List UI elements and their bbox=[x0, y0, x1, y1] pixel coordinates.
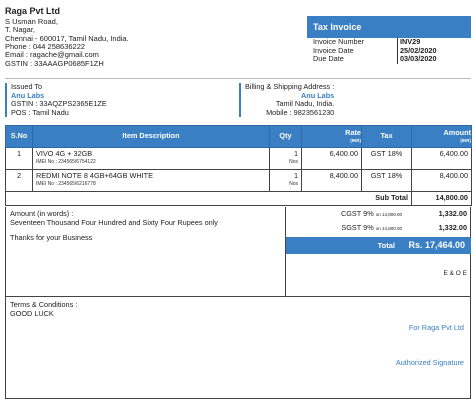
row-imei: IMEI No : 234565/6754122 bbox=[36, 158, 96, 165]
header-rate-label: Rate bbox=[345, 128, 361, 138]
billing-name: Anu Labs bbox=[301, 90, 335, 100]
total-label: Total bbox=[377, 241, 395, 250]
footer-section: Terms & Conditions : GOOD LUCK For Raga … bbox=[5, 297, 471, 399]
row-qty-value: 1 bbox=[293, 171, 298, 180]
issued-to-pos: POS : Tamil Nadu bbox=[11, 107, 69, 117]
row-tax: GST 18% bbox=[361, 147, 412, 170]
parties-section: Issued To Anu Labs GSTIN : 33AQZPS2365E1… bbox=[5, 78, 471, 124]
row-qty: 1 Nos bbox=[269, 169, 302, 192]
subtotal-label: Sub Total bbox=[5, 191, 412, 206]
invoice-date-label: Invoice Date bbox=[313, 45, 354, 55]
header-description: Item Description bbox=[32, 125, 270, 148]
cgst-label-wrap: CGST 9% on 14,800.00 bbox=[286, 208, 406, 219]
header-sno: S.No bbox=[5, 125, 33, 148]
header-qty: Qty bbox=[269, 125, 302, 148]
company-gstin: GSTIN : 33AAAGP0685F1ZH bbox=[5, 58, 104, 68]
total-row: Total Rs. 17,464.00 bbox=[286, 237, 471, 254]
terms-label: Terms & Conditions : bbox=[10, 300, 78, 309]
row-tax: GST 18% bbox=[361, 169, 412, 192]
terms: Terms & Conditions : GOOD LUCK bbox=[10, 300, 78, 318]
company-info: Raga Pvt Ltd S Usman Road, T. Nagar, Che… bbox=[5, 6, 305, 68]
header-amount-unit: (INR) bbox=[460, 138, 471, 144]
for-company: For Raga Pvt Ltd bbox=[408, 323, 464, 332]
invoice-number: INV29 bbox=[397, 37, 471, 47]
cgst-row: CGST 9% on 14,800.00 1,332.00 bbox=[286, 207, 471, 221]
invoice-meta: Tax Invoice Invoice Number INV29 Invoice… bbox=[307, 16, 471, 64]
row-qty-unit: Nos bbox=[289, 158, 298, 165]
row-qty-value: 1 bbox=[293, 149, 298, 158]
sgst-base: on 14,800.00 bbox=[375, 225, 402, 231]
company-name: Raga Pvt Ltd bbox=[5, 6, 61, 16]
due-date-label: Due Date bbox=[313, 54, 344, 64]
eoe-note: E & O E bbox=[443, 270, 467, 277]
row-item-name: REDMI NOTE 8 4GB+64GB WHITE bbox=[36, 171, 153, 180]
issued-to: Issued To Anu Labs GSTIN : 33AQZPS2365E1… bbox=[5, 82, 107, 117]
cgst-value: 1,332.00 bbox=[438, 208, 467, 218]
row-qty: 1 Nos bbox=[269, 147, 302, 170]
row-description: REDMI NOTE 8 4GB+64GB WHITE IMEI No : 234… bbox=[32, 169, 270, 192]
company-phone: Phone : 044 258636222 bbox=[5, 42, 86, 52]
row-sno: 2 bbox=[5, 169, 33, 192]
row-qty-unit: Nos bbox=[289, 180, 298, 187]
row-rate: 6,400.00 bbox=[301, 147, 362, 170]
cgst-label: CGST 9% bbox=[340, 208, 374, 218]
row-sno: 1 bbox=[5, 147, 33, 170]
row-rate: 8,400.00 bbox=[301, 169, 362, 192]
billing-state: Tamil Nadu, India. bbox=[275, 99, 335, 108]
invoice-title: Tax Invoice bbox=[307, 16, 471, 38]
cgst-base: on 14,800.00 bbox=[375, 211, 402, 217]
sgst-value: 1,332.00 bbox=[438, 222, 467, 232]
row-imei: IMEI No : 234565/6216778 bbox=[36, 180, 96, 187]
header-amount: Amount (INR) bbox=[411, 125, 472, 148]
billing-mobile: Mobile : 9823561230 bbox=[266, 107, 335, 117]
issued-to-name: Anu Labs bbox=[11, 90, 45, 100]
authorized-signature: Authorized Signature bbox=[395, 358, 464, 367]
table-row: 1 VIVO 4G + 32GB IMEI No : 234565/6754122… bbox=[5, 147, 472, 170]
table-header-row: S.No Item Description Qty Rate (INR) Tax … bbox=[5, 125, 472, 148]
items-table: S.No Item Description Qty Rate (INR) Tax … bbox=[5, 125, 472, 206]
row-amount: 6,400.00 bbox=[411, 147, 472, 170]
sgst-label: SGST 9% bbox=[341, 222, 374, 232]
billing-address: Billing & Shipping Address : Anu Labs Ta… bbox=[239, 82, 335, 117]
amount-words: Seventeen Thousand Four Hundred and Sixt… bbox=[10, 217, 218, 227]
invoice-number-row: Invoice Number INV29 bbox=[307, 37, 471, 47]
billing-label: Billing & Shipping Address : bbox=[245, 82, 335, 91]
subtotal-row: Sub Total 14,800.00 bbox=[5, 191, 472, 206]
company-email: Email : ragache@gmail.com bbox=[5, 50, 99, 60]
amount-section: Amount (in words) : Seventeen Thousand F… bbox=[5, 207, 471, 297]
row-amount: 8,400.00 bbox=[411, 169, 472, 192]
total-value: Rs. 17,464.00 bbox=[408, 240, 465, 251]
thanks-note: Thanks for your Business bbox=[10, 233, 93, 242]
sgst-row: SGST 9% on 14,800.00 1,332.00 bbox=[286, 221, 471, 235]
issued-to-gstin: GSTIN : 33AQZPS2365E1ZE bbox=[11, 99, 107, 108]
issued-to-label: Issued To bbox=[11, 82, 43, 91]
invoice-number-label: Invoice Number bbox=[313, 37, 365, 46]
amount-in-words: Amount (in words) : Seventeen Thousand F… bbox=[10, 209, 280, 227]
company-address-line: T. Nagar, bbox=[5, 25, 36, 35]
sgst-label-wrap: SGST 9% on 14,800.00 bbox=[286, 222, 406, 233]
header-amount-label: Amount bbox=[443, 128, 471, 138]
tax-summary: CGST 9% on 14,800.00 1,332.00 SGST 9% on… bbox=[285, 207, 471, 296]
row-description: VIVO 4G + 32GB IMEI No : 234565/6754122 bbox=[32, 147, 270, 170]
header-rate-unit: (INR) bbox=[350, 138, 361, 144]
due-date: 03/03/2020 bbox=[397, 55, 471, 64]
row-item-name: VIVO 4G + 32GB bbox=[36, 149, 93, 158]
invoice-date-row: Invoice Date 25/02/2020 bbox=[307, 45, 471, 56]
header-rate: Rate (INR) bbox=[301, 125, 362, 148]
amount-words-label: Amount (in words) : bbox=[10, 209, 74, 218]
subtotal-value: 14,800.00 bbox=[411, 191, 472, 206]
table-row: 2 REDMI NOTE 8 4GB+64GB WHITE IMEI No : 2… bbox=[5, 169, 472, 192]
invoice-date: 25/02/2020 bbox=[397, 46, 471, 56]
header-tax: Tax bbox=[361, 125, 412, 148]
due-date-row: Due Date 03/03/2020 bbox=[307, 55, 471, 64]
company-address-line: Chennai - 600017, Tamil Nadu, India. bbox=[5, 33, 129, 43]
terms-text: GOOD LUCK bbox=[10, 308, 54, 318]
company-address-line: S Usman Road, bbox=[5, 16, 58, 26]
